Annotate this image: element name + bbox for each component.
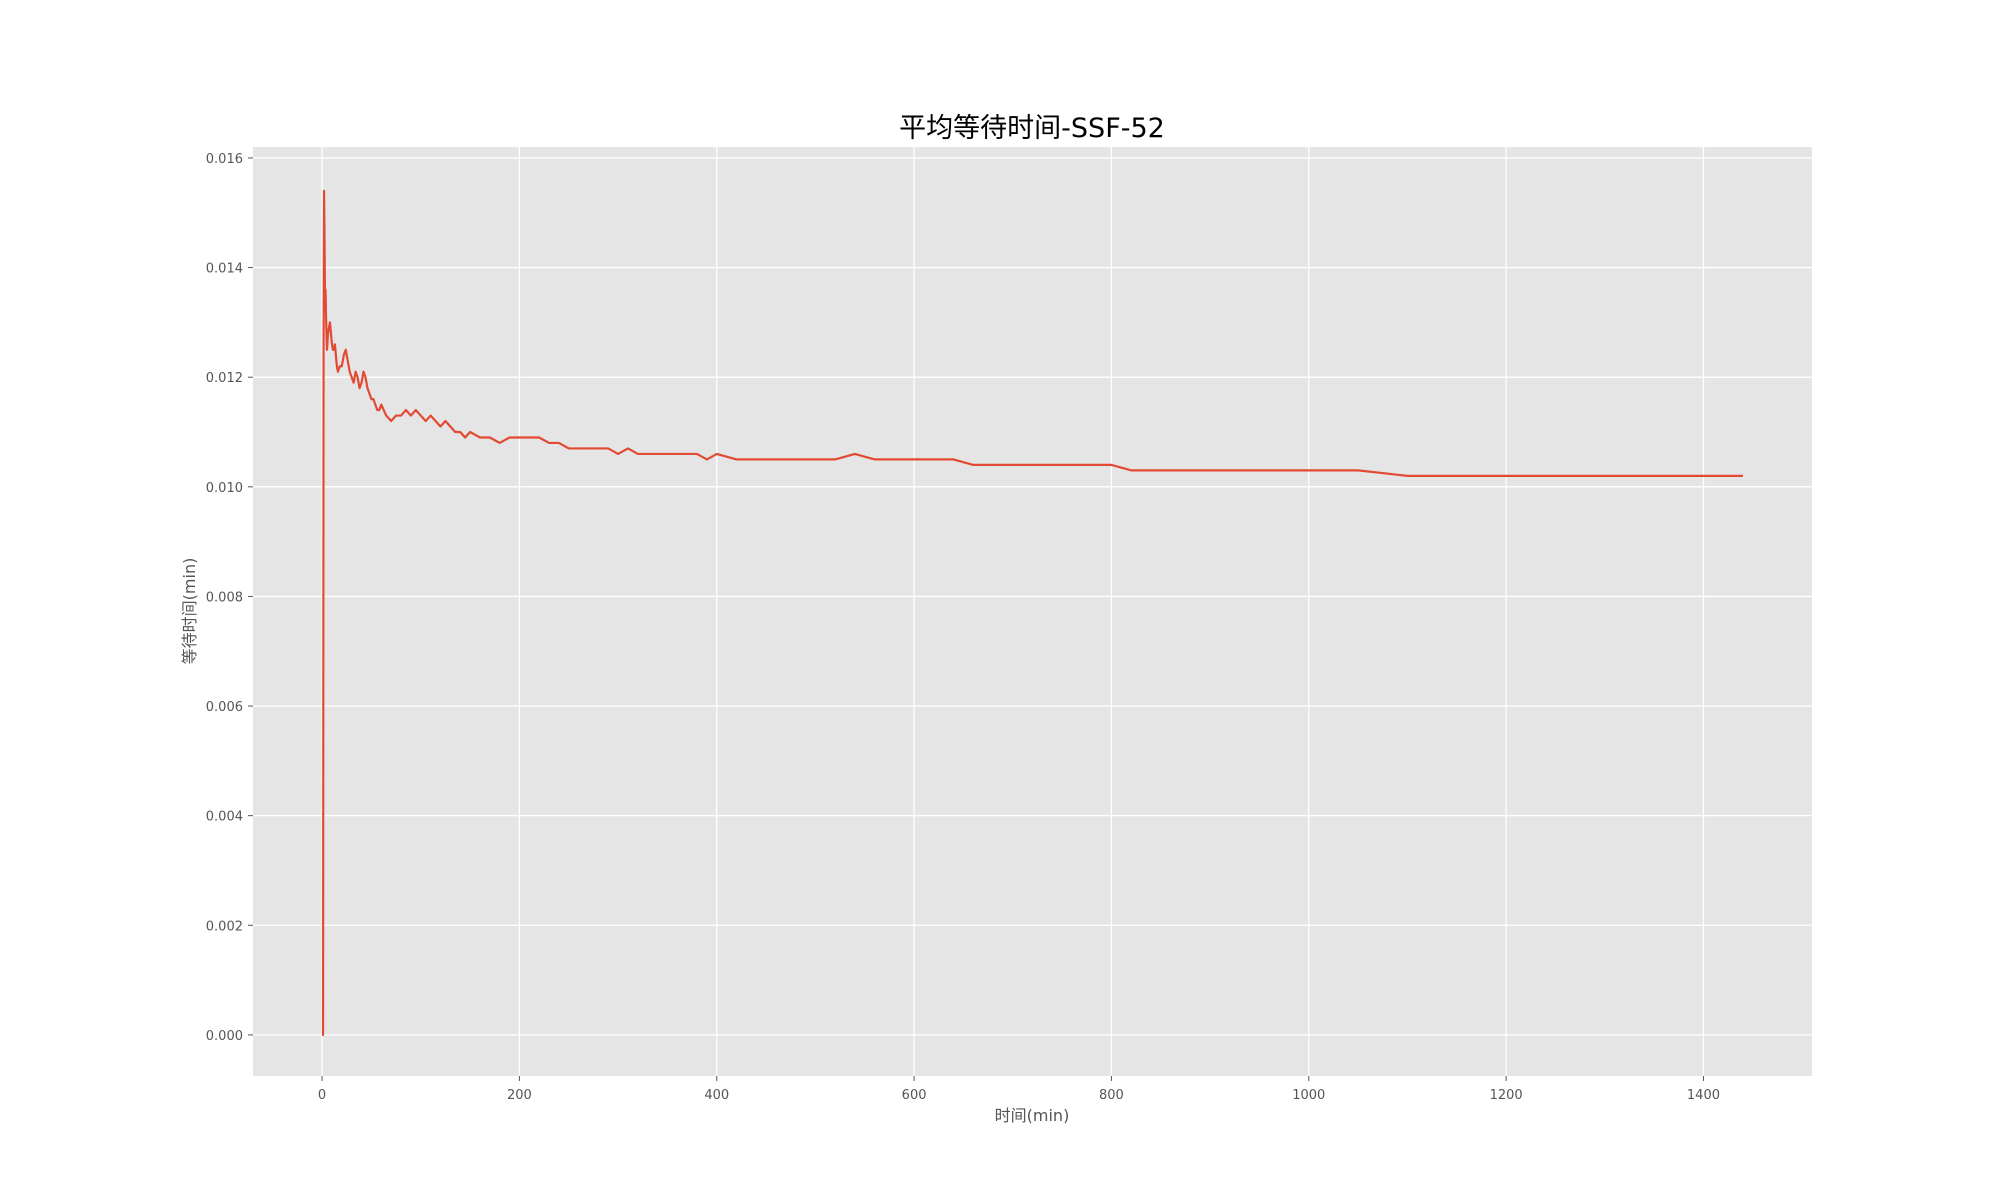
x-tick-label: 200 [507,1088,532,1103]
series-line [321,189,1743,1036]
y-tick-label: 0.012 [206,371,243,386]
x-tick-label: 1200 [1490,1088,1523,1103]
x-tick-label: 800 [1099,1088,1124,1103]
x-tick-label: 1400 [1687,1088,1720,1103]
x-tick-label: 1000 [1292,1088,1325,1103]
y-tick-label: 0.006 [206,700,243,715]
grid [253,147,1812,1076]
y-tick-label: 0.008 [206,590,243,605]
x-axis-label: 时间(min) [995,1106,1070,1125]
plot-area [253,147,1812,1076]
x-tick-label: 600 [902,1088,927,1103]
x-tick-label: 400 [704,1088,729,1103]
y-tick-label: 0.002 [206,919,243,934]
y-tick-label: 0.016 [206,152,243,167]
chart-title: 平均等待时间-SSF-52 [899,113,1165,144]
y-tick-label: 0.014 [206,262,243,277]
x-tick-label: 0 [318,1088,326,1103]
y-axis-label: 等待时间(min) [180,558,199,665]
axis-ticks: 0 200 400 600 800 1000 1200 1400 0.000 0.002 0.004… [206,152,1720,1103]
y-tick-label: 0.000 [206,1029,243,1044]
y-tick-label: 0.010 [206,481,243,496]
y-tick-label: 0.004 [206,810,243,825]
